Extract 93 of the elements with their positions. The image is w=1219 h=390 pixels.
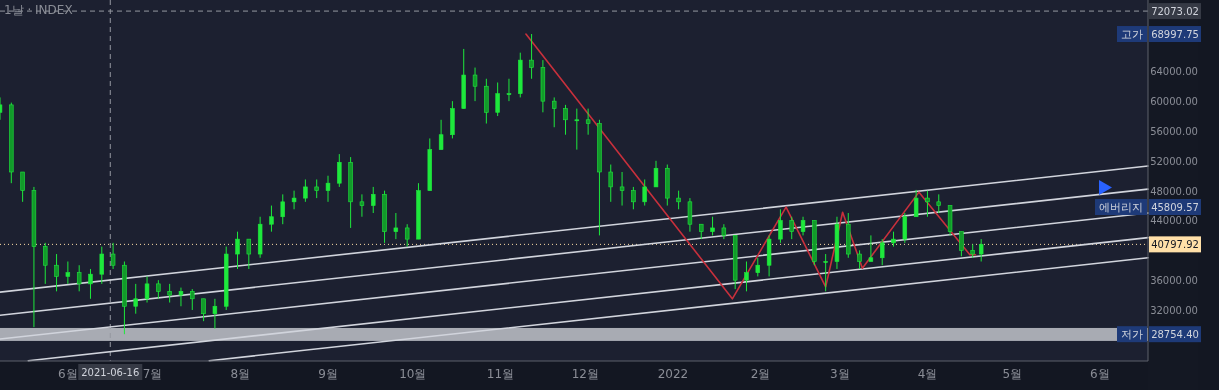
text: 68997.75 <box>1151 29 1199 41</box>
x-tick-label: 5월 <box>1002 367 1023 381</box>
candlestick <box>291 190 297 210</box>
ref-line-label: 72073.02 <box>1151 6 1199 18</box>
candlestick <box>529 33 534 80</box>
candlestick <box>359 193 365 218</box>
x-tick-label: 7월 <box>142 367 163 381</box>
candlestick <box>642 178 647 207</box>
y-tick-label: 48000.00 <box>1150 185 1198 197</box>
y-tick-label: 52000.00 <box>1150 155 1198 167</box>
candlestick <box>913 189 919 218</box>
text: 45809.57 <box>1151 202 1199 214</box>
x-tick-label: 2월 <box>750 367 771 381</box>
candlestick <box>978 238 984 262</box>
candlestick <box>167 283 172 304</box>
candlestick <box>178 287 184 307</box>
x-tick-label: 10월 <box>399 367 427 381</box>
candlestick <box>619 171 625 207</box>
candlestick <box>495 81 500 117</box>
candlestick <box>552 96 557 128</box>
y-tick-label: 64000.00 <box>1150 66 1198 78</box>
ref-line-label: 2021-06-16 <box>81 367 140 378</box>
annotation: 저가 <box>1121 328 1143 342</box>
candlestick <box>880 238 885 266</box>
candlestick <box>631 186 636 210</box>
candlestick <box>54 253 59 292</box>
candlestick <box>110 242 116 270</box>
y-tick-label: 44000.00 <box>1150 215 1198 227</box>
y-tick-label: 60000.00 <box>1150 96 1198 108</box>
y-tick-label: 32000.00 <box>1150 304 1198 316</box>
ref-line-label: 40797.92 <box>1151 239 1199 251</box>
candlestick <box>325 175 331 203</box>
candlestick <box>438 119 444 151</box>
x-tick-label: 6월 <box>58 367 78 381</box>
annotation: 에버리지 <box>1099 201 1143 215</box>
x-tick-label: 3월 <box>829 367 850 381</box>
candlestick <box>246 238 252 270</box>
candlestick <box>99 246 104 285</box>
candlestick <box>201 298 206 322</box>
candlestick <box>88 268 93 300</box>
candlestick <box>823 253 828 292</box>
text: 28754.40 <box>1151 329 1199 341</box>
candlestick <box>868 234 874 262</box>
candlestick <box>574 108 580 151</box>
candlestick <box>472 67 478 102</box>
candlestick <box>687 197 693 233</box>
candlestick <box>925 190 930 218</box>
candlestick <box>235 231 240 270</box>
annotation: 고가 <box>1121 28 1143 42</box>
candlestick <box>371 186 376 214</box>
candlestick <box>303 178 308 203</box>
x-tick-label: 8월 <box>230 367 251 381</box>
candlestick <box>755 257 760 277</box>
candlestick <box>280 193 285 225</box>
candlestick <box>20 171 25 203</box>
candlestick <box>212 298 218 330</box>
x-tick-label: 12월 <box>571 367 599 381</box>
candlestick <box>133 283 138 315</box>
x-tick-label: 11월 <box>486 367 515 381</box>
candlestick <box>314 178 319 199</box>
candlestick <box>959 231 964 257</box>
candlestick <box>676 190 681 210</box>
candlestick <box>337 153 342 188</box>
y-tick-label: 36000.00 <box>1150 275 1198 287</box>
x-tick-label: 6월 <box>1090 367 1110 381</box>
candlestick <box>144 275 150 304</box>
candlestick <box>608 164 613 203</box>
x-tick-label: 4월 <box>917 367 938 381</box>
x-tick-label: 9월 <box>318 367 338 381</box>
candlestick <box>936 193 941 214</box>
line-series <box>525 33 977 300</box>
candlestick <box>585 108 591 136</box>
candlestick <box>563 104 568 136</box>
candlestick <box>857 249 862 270</box>
candlestick <box>800 216 806 236</box>
candlestick <box>269 205 274 233</box>
candlestick <box>156 279 161 300</box>
candlestick <box>789 216 794 240</box>
candlestick <box>506 78 512 102</box>
candlestick <box>43 242 48 285</box>
chart-title: 1날 · INDEX <box>4 3 73 17</box>
candlestick <box>190 288 195 311</box>
candlestick <box>902 212 908 244</box>
candlestick <box>404 223 410 248</box>
candlestick <box>710 216 715 236</box>
candlestick <box>76 264 82 292</box>
candlestick <box>778 208 783 244</box>
candlestick <box>393 212 399 240</box>
y-tick-label: 56000.00 <box>1150 125 1198 137</box>
x-tick-label: 2022 <box>657 367 689 381</box>
candlestick <box>65 261 71 285</box>
candlestick <box>744 261 749 292</box>
candlestick <box>653 160 659 188</box>
